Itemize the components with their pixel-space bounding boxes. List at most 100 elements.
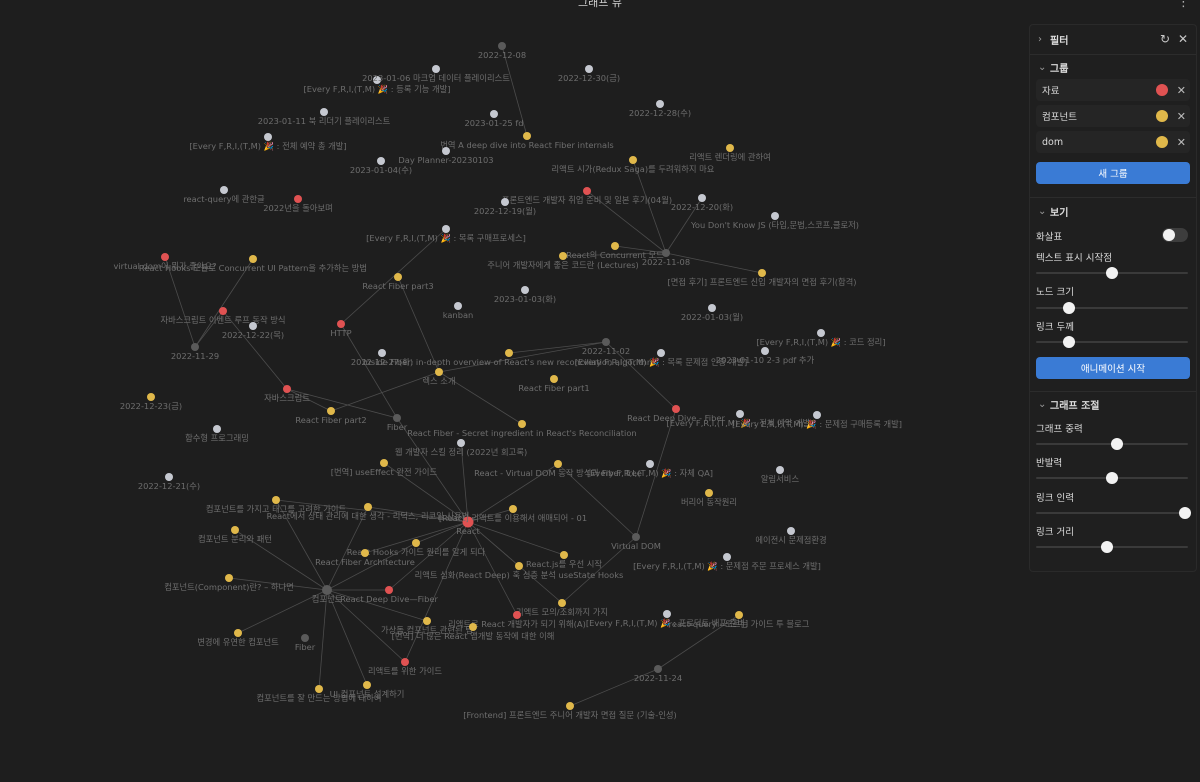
graph-node-dot[interactable] [662, 249, 670, 257]
graph-node-dot[interactable] [393, 414, 401, 422]
graph-node-dot[interactable] [776, 466, 784, 474]
group-row[interactable]: dom ✕ [1036, 131, 1190, 153]
slider-thumb[interactable] [1063, 336, 1076, 348]
graph-node[interactable]: HTTP [330, 320, 352, 338]
graph-node-dot[interactable] [457, 439, 465, 447]
graph-node-dot[interactable] [385, 586, 393, 594]
graph-node[interactable]: 2023-01-10 2-3 pdf 추가 [716, 347, 815, 365]
group-color-swatch[interactable] [1156, 110, 1168, 122]
graph-node[interactable]: 리액트로 React 개발자가 되기 위해(A) [448, 611, 586, 629]
graph-node-dot[interactable] [501, 198, 509, 206]
graph-node[interactable]: 컴포넌트 [312, 585, 343, 604]
graph-node[interactable]: You Don't Know JS (타입,문법,스코프,클로저) [690, 212, 859, 230]
slider-thumb[interactable] [1101, 541, 1114, 553]
graph-node-dot[interactable] [234, 629, 242, 637]
graph-node[interactable]: [면접 후기] 프론트엔드 신입 개발자의 면접 후기(합격) [667, 269, 857, 287]
graph-node-dot[interactable] [583, 187, 591, 195]
slider-thumb[interactable] [1106, 472, 1118, 484]
graph-node-dot[interactable] [361, 549, 369, 557]
graph-node-dot[interactable] [378, 349, 386, 357]
reset-icon[interactable]: ↻ [1159, 32, 1170, 46]
graph-node[interactable]: React Hooks 모듈로 Concurrent UI Pattern을 추… [139, 255, 367, 273]
graph-node-dot[interactable] [787, 527, 795, 535]
graph-node-dot[interactable] [432, 65, 440, 73]
graph-node[interactable]: 변경에 유연한 컴포넌트 [197, 629, 279, 647]
graph-node-dot[interactable] [550, 375, 558, 383]
graph-node[interactable]: React - Virtual DOM 동작 방식과 Fiber Tree [474, 460, 642, 478]
graph-node-dot[interactable] [629, 156, 637, 164]
graph-node[interactable]: 자바스크립트 이벤트 루프 동작 방식 [160, 307, 286, 325]
graph-node-dot[interactable] [462, 516, 474, 528]
groups-section-header[interactable]: ⌄ 그룹 [1038, 57, 1068, 77]
graph-node-dot[interactable] [509, 505, 517, 513]
graph-node[interactable]: 2023-01-25 fd [464, 110, 524, 128]
graph-node-dot[interactable] [513, 611, 521, 619]
graph-node-dot[interactable] [423, 617, 431, 625]
graph-node[interactable]: [Frontend] 프론트엔드 주니어 개발자 면접 질문 (기술-인성) [463, 702, 677, 720]
graph-node[interactable]: 컴포넌트 분리와 패턴 [198, 526, 272, 544]
group-query[interactable]: 컴포넌트 [1042, 112, 1077, 123]
graph-node[interactable]: Inside Fiber: in-depth overview of React… [363, 349, 655, 367]
graph-node-dot[interactable] [602, 338, 610, 346]
graph-node-dot[interactable] [364, 503, 372, 511]
graph-node[interactable]: 2022-12-19(월) [474, 198, 536, 216]
graph-node-dot[interactable] [315, 685, 323, 693]
arrows-toggle[interactable] [1162, 228, 1188, 242]
forces-section-header[interactable]: ⌄ 그래프 조절 [1038, 394, 1099, 414]
graph-node-dot[interactable] [656, 100, 664, 108]
graph-node-dot[interactable] [147, 393, 155, 401]
graph-node-dot[interactable] [559, 252, 567, 260]
graph-node[interactable]: React Fiber part3 [362, 273, 434, 291]
graph-node[interactable]: 번역 A deep dive into React Fiber internal… [440, 132, 614, 150]
group-query[interactable]: 자료 [1042, 86, 1060, 97]
graph-node[interactable]: 리엑트 모의/조회까지 가지 [516, 599, 608, 617]
graph-node[interactable]: 컴포넌트(Component)란? – 하나면 [164, 574, 294, 592]
group-query[interactable]: dom [1042, 136, 1064, 148]
graph-node[interactable]: React.js를 우선 시작 [526, 551, 602, 569]
graph-node[interactable]: kanban [443, 302, 474, 320]
graph-node-dot[interactable] [554, 460, 562, 468]
graph-node[interactable]: React에서 상태 관리에 대한 생각 - 리덕스, 리코일 사용법 [267, 503, 470, 521]
graph-node-dot[interactable] [723, 553, 731, 561]
graph-node[interactable]: React Hooks 가이드 원리를 알게 되다 [347, 539, 486, 557]
graph-node-dot[interactable] [813, 411, 821, 419]
graph-node[interactable]: 2022-12-22(목) [222, 322, 284, 340]
graph-node-dot[interactable] [320, 108, 328, 116]
graph-node[interactable]: 2022-12-20(화) [671, 194, 733, 212]
graph-node[interactable]: 2022-11-29 [171, 343, 219, 361]
remove-group-icon[interactable]: ✕ [1176, 109, 1186, 123]
group-color-swatch[interactable] [1156, 136, 1168, 148]
graph-node[interactable]: 2023-01-03(화) [494, 286, 556, 304]
graph-node[interactable]: 2022-12-08 [478, 42, 526, 60]
graph-node-dot[interactable] [657, 349, 665, 357]
graph-node-dot[interactable] [469, 623, 477, 631]
graph-node-dot[interactable] [380, 459, 388, 467]
graph-node-dot[interactable] [442, 147, 450, 155]
graph-node-dot[interactable] [646, 460, 654, 468]
graph-node-dot[interactable] [401, 658, 409, 666]
graph-node[interactable]: 2022-12-30(금) [558, 65, 620, 83]
graph-node-dot[interactable] [672, 405, 680, 413]
graph-node[interactable]: react-query에 관한글 [183, 186, 265, 204]
graph-node-dot[interactable] [566, 702, 574, 710]
graph-canvas[interactable]: 2022-12-08 [Every F,R,I,(T,M) 🎉 : 등록 기능 개… [0, 14, 1025, 782]
graph-node[interactable]: 버리어 동작원리 [681, 489, 737, 507]
graph-node[interactable]: 렉스 소개 [422, 368, 456, 386]
graph-node[interactable]: React Deep Dive - Fiber [627, 405, 725, 423]
graph-node-dot[interactable] [515, 562, 523, 570]
graph-node[interactable]: 리액트 시가(Redux Saga)를 두려워하지 마요 [552, 156, 715, 174]
graph-node[interactable]: 컴포넌트를 가지고 태그를 고려한 가이드 [206, 496, 347, 514]
graph-node-dot[interactable] [454, 302, 462, 310]
graph-node[interactable]: 리액트 렌더링에 관하여 [689, 144, 771, 162]
graph-node[interactable]: React의 Concurrent 모드 [566, 242, 664, 260]
close-icon[interactable]: ✕ [1177, 32, 1188, 46]
graph-node-dot[interactable] [394, 273, 402, 281]
graph-node-dot[interactable] [505, 349, 513, 357]
graph-node-dot[interactable] [249, 255, 257, 263]
graph-node-dot[interactable] [761, 347, 769, 355]
graph-node-dot[interactable] [817, 329, 825, 337]
graph-node[interactable]: 2022-01-03(월) [681, 304, 743, 322]
repel-force-slider[interactable] [1036, 472, 1188, 484]
graph-node[interactable]: 2023-01-04(수) [350, 157, 412, 175]
graph-node[interactable]: 2022-11-02 [582, 338, 630, 356]
